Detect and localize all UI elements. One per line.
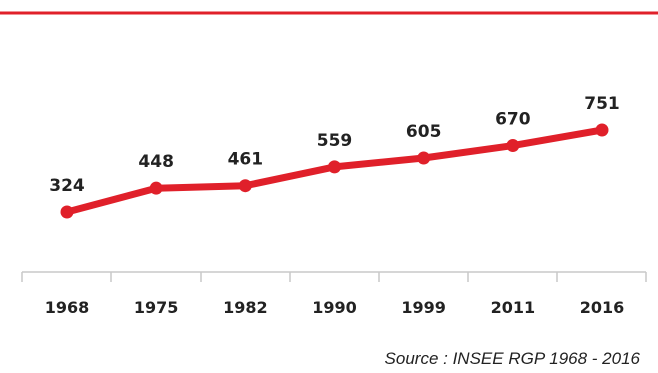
x-tick-label-1999: 1999 [401,298,446,317]
data-point-1975 [149,181,163,195]
x-tick-labels: 1968 1975 1982 1990 1999 2011 2016 [45,298,625,317]
x-tick-label-1982: 1982 [223,298,268,317]
data-point-1990 [328,160,341,174]
x-tick-label-1968: 1968 [45,298,90,317]
x-axis-ticks [21,272,647,282]
x-tick-label-1990: 1990 [312,298,357,317]
data-label-1982: 461 [228,150,264,170]
data-label-2011: 670 [495,110,531,130]
source-note: Source : INSEE RGP 1968 - 2016 [384,349,640,368]
x-tick-label-2016: 2016 [580,298,625,317]
data-point-1968 [60,205,74,219]
data-label-1999: 605 [406,122,442,142]
data-point-1982 [238,179,252,193]
data-point-1999 [417,151,431,165]
x-tick-label-2011: 2011 [491,298,536,317]
data-labels: 324 448 461 559 605 670 751 [49,94,620,196]
data-point-2016 [595,123,609,137]
data-label-2016: 751 [584,94,620,114]
series-points [60,123,609,219]
data-point-2011 [506,139,520,153]
data-label-1990: 559 [317,131,353,151]
x-tick-label-1975: 1975 [134,298,179,317]
data-label-1968: 324 [49,176,85,196]
data-label-1975: 448 [138,152,174,172]
